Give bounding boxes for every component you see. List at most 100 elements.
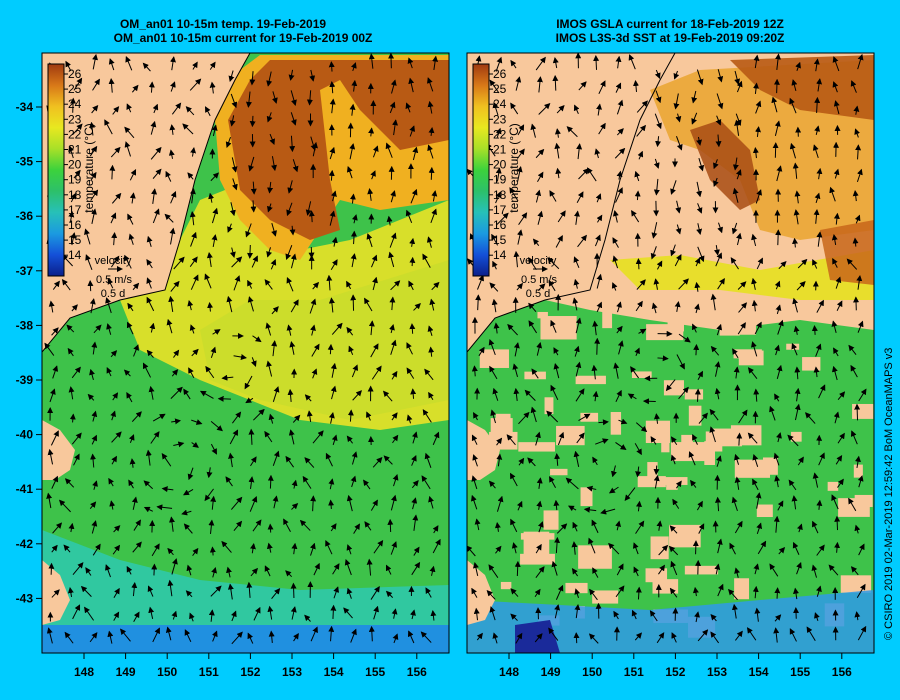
current-arrow [113, 587, 120, 599]
current-arrow [636, 124, 646, 137]
cloud-gap-patch [669, 524, 701, 548]
current-arrow [573, 450, 580, 467]
current-arrow [696, 136, 702, 146]
current-arrow [471, 365, 478, 377]
current-arrow [250, 567, 259, 577]
current-arrow [777, 319, 784, 335]
current-arrow [576, 191, 584, 204]
current-arrow [670, 436, 678, 446]
current-arrow [271, 340, 278, 357]
current-arrow [248, 156, 255, 172]
current-arrow [226, 566, 232, 578]
current-arrow [250, 357, 257, 367]
current-arrow [352, 390, 362, 401]
current-arrow [293, 632, 299, 642]
current-arrow [495, 167, 502, 182]
current-arrow [132, 282, 140, 291]
current-arrow [553, 363, 560, 379]
current-arrow [204, 488, 214, 502]
current-arrow [264, 279, 273, 290]
current-arrow [132, 541, 142, 553]
current-arrow [287, 180, 294, 194]
current-arrow [126, 565, 133, 575]
current-arrow [752, 146, 759, 159]
current-arrow [489, 365, 498, 380]
current-arrow [717, 222, 723, 234]
current-arrow [408, 280, 414, 291]
current-arrow [405, 102, 412, 113]
current-arrow [426, 77, 434, 92]
current-arrow [694, 303, 700, 314]
current-arrow [349, 103, 356, 116]
current-arrow [285, 455, 294, 468]
current-arrow [593, 54, 600, 70]
current-arrow [123, 369, 131, 377]
current-arrow [142, 362, 152, 378]
current-arrow [189, 78, 202, 91]
cloud-gap-patch [691, 307, 710, 321]
current-arrow [210, 172, 219, 182]
current-arrow [427, 325, 434, 336]
current-arrow [408, 77, 415, 93]
current-arrow [210, 420, 223, 432]
current-arrow [131, 84, 139, 93]
current-arrow [168, 149, 175, 159]
current-arrow [578, 413, 591, 421]
current-arrow [535, 189, 542, 203]
current-arrow [148, 81, 155, 93]
current-arrow [837, 432, 845, 444]
current-arrow [774, 280, 781, 290]
current-arrow [229, 247, 236, 259]
current-arrow [406, 414, 413, 424]
current-arrow [85, 567, 92, 576]
current-arrow [271, 588, 281, 600]
current-arrow [330, 523, 337, 532]
current-arrow [650, 436, 657, 445]
current-arrow [70, 232, 77, 246]
current-arrow [429, 298, 436, 311]
current-arrow [110, 255, 120, 268]
current-arrow [755, 126, 761, 137]
current-arrow [518, 212, 528, 225]
current-arrow [618, 418, 628, 425]
current-arrow [229, 115, 236, 127]
current-arrow [185, 590, 193, 598]
current-arrow [351, 62, 357, 72]
current-arrow [89, 632, 98, 643]
current-arrow [266, 360, 273, 377]
current-arrow [170, 191, 177, 204]
current-arrow [372, 276, 378, 291]
cloud-gap-patch [631, 371, 652, 379]
current-arrow [833, 347, 839, 357]
current-arrow [848, 344, 857, 355]
current-arrow [52, 280, 60, 290]
current-arrow [145, 449, 152, 466]
cloud-gap-patch [827, 481, 839, 491]
current-arrow [108, 477, 114, 487]
current-arrow [538, 102, 551, 115]
cloud-gap-patch [652, 477, 688, 485]
left-title-line1: OM_an01 10-15m temp. 19-Feb-2019 [120, 17, 326, 31]
current-arrow [852, 190, 859, 202]
current-arrow [207, 301, 214, 312]
current-arrow [755, 492, 762, 509]
longitude-tick-label: 156 [407, 665, 427, 679]
current-arrow [146, 277, 153, 289]
current-arrow [486, 590, 496, 600]
cloud-gap-patch [791, 431, 802, 442]
current-arrow [173, 349, 180, 358]
current-arrow [266, 542, 273, 553]
current-arrow [516, 500, 523, 511]
current-arrow [126, 103, 132, 113]
current-arrow [61, 278, 71, 291]
current-arrow [112, 392, 119, 401]
current-arrow [673, 70, 680, 80]
current-arrow [247, 296, 254, 312]
current-arrow [674, 254, 682, 267]
current-arrow [131, 411, 142, 422]
current-arrow [514, 560, 521, 577]
current-arrow [492, 260, 498, 270]
current-arrow [346, 587, 353, 599]
cloud-gap-patch [730, 425, 762, 446]
current-arrow [734, 567, 741, 578]
